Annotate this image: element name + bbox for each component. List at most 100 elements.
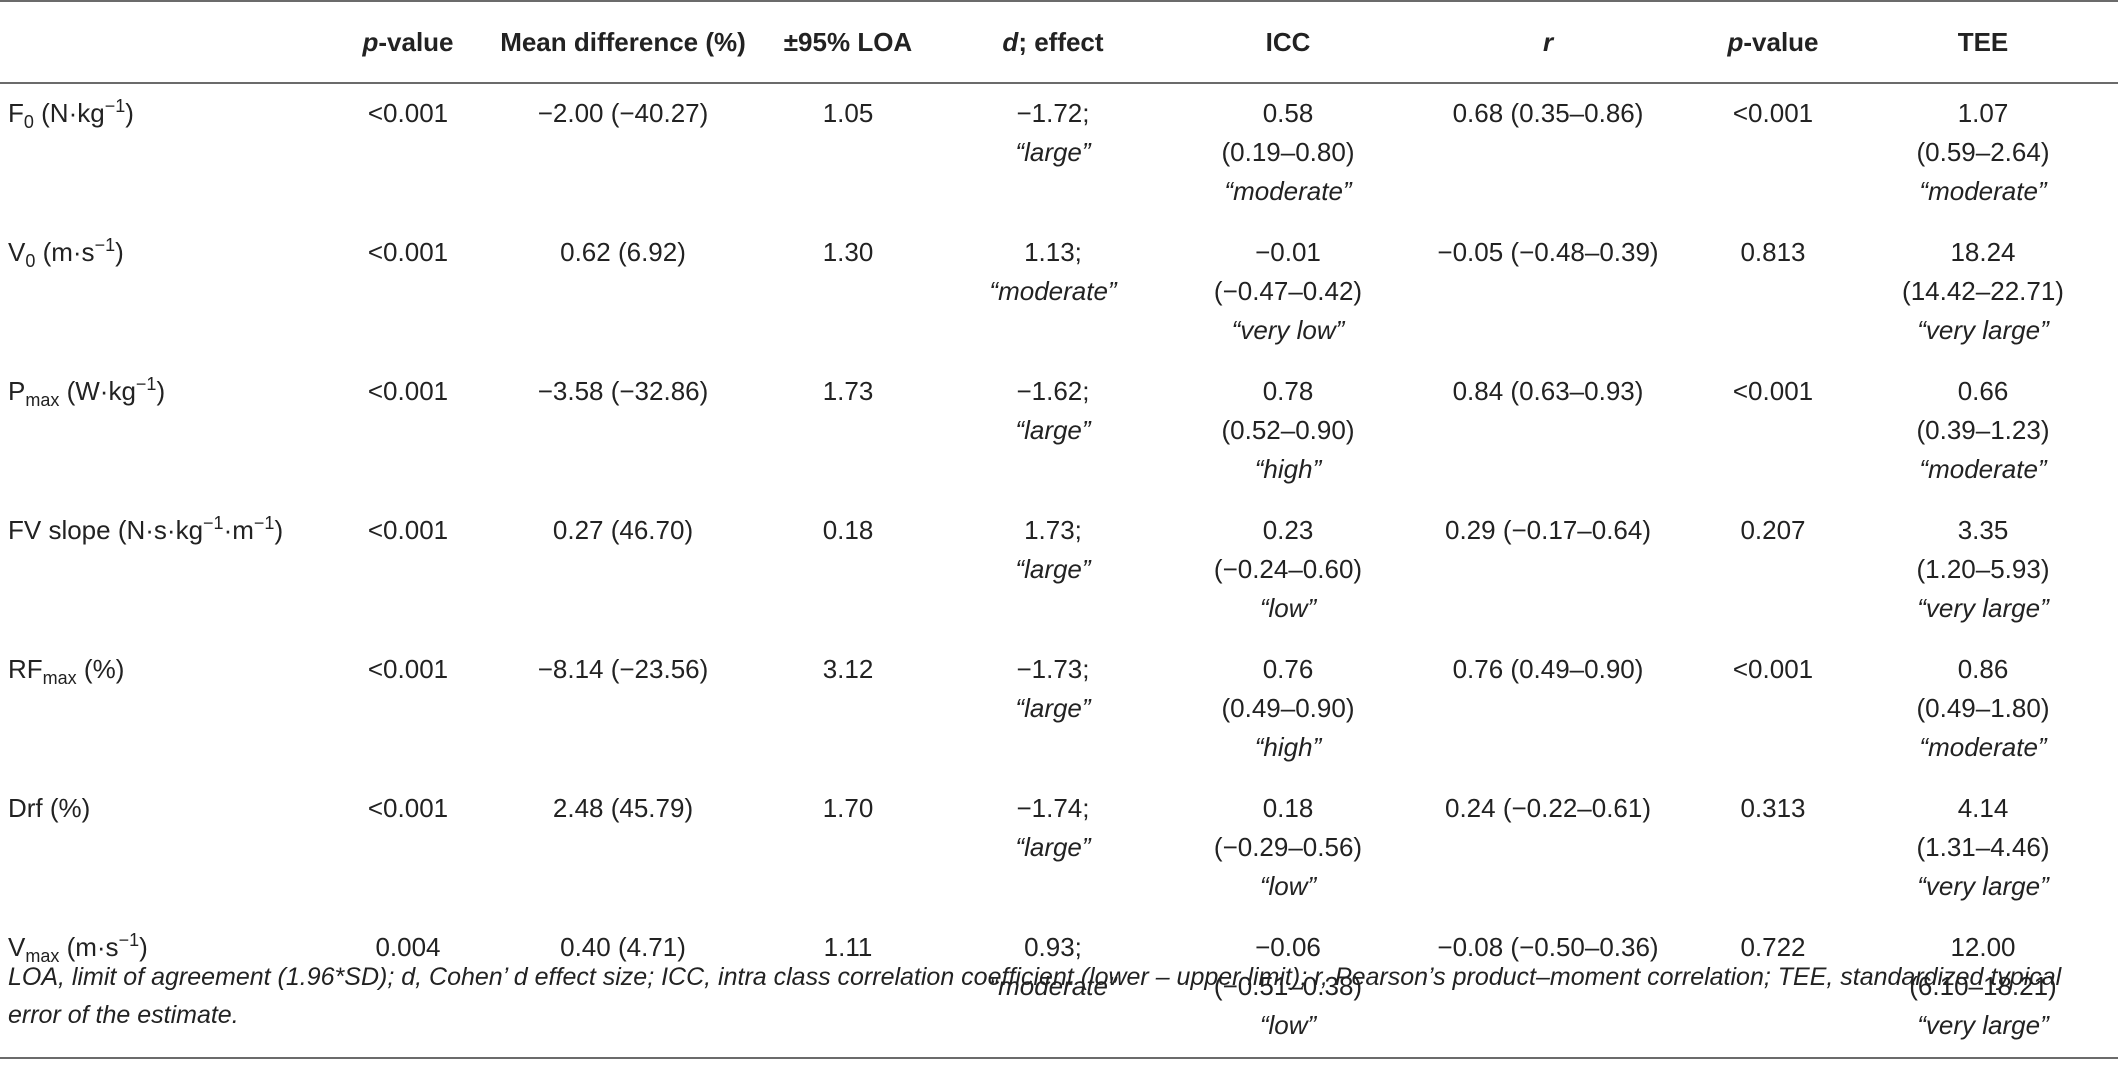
tee-cell: 0.66 (0.39–1.23) “moderate” xyxy=(1848,362,2118,501)
d-effect-cell: −1.62; “large” xyxy=(928,362,1178,501)
tee-label-text: “very large” xyxy=(1917,871,2049,901)
parameter-cell: V0 (m·s−1) xyxy=(0,223,338,362)
icc-cell: −0.01 (−0.47–0.42) “very low” xyxy=(1178,223,1398,362)
loa-cell: 3.12 xyxy=(822,654,874,684)
param-unit-c-text: ) xyxy=(274,515,284,545)
r-cell: 0.29 (−0.17–0.64) xyxy=(1445,515,1651,545)
table-row: Vmax (m·s−1) 0.004 0.40 (4.71) 1.11 0.93… xyxy=(0,918,2118,1059)
param-sub-text: 0 xyxy=(25,251,36,271)
param-unit-b-text: ·m xyxy=(223,515,254,545)
parameter-cell: Drf (%) xyxy=(0,779,338,918)
icc-cell: 0.18 (−0.29–0.56) “low” xyxy=(1178,779,1398,918)
d-effect-text: “large” xyxy=(1015,554,1091,584)
param-unit-a-text: (N·s·kg xyxy=(110,515,204,545)
r-cell: 0.84 (0.63–0.93) xyxy=(1452,376,1644,406)
param-sup-text: −1 xyxy=(118,930,140,950)
icc-value-text: 0.78 xyxy=(1262,376,1314,406)
icc-label-text: “high” xyxy=(1254,454,1322,484)
parameter-cell: F0 (N·kg−1) xyxy=(0,83,338,223)
param-unit-b-text: ) xyxy=(125,98,134,128)
mean-difference-cell: −8.14 (−23.56) xyxy=(537,654,709,684)
param-base-text: FV slope xyxy=(8,515,111,545)
header-r: r xyxy=(1398,0,1698,84)
tee-value-text: 18.24 xyxy=(1950,237,2016,267)
p-value-2-cell: <0.001 xyxy=(1732,376,1814,406)
parameter-cell: Vmax (m·s−1) xyxy=(0,918,338,1059)
param-unit-a-text: (%) xyxy=(76,654,125,684)
param-base-text: P xyxy=(8,376,26,406)
tee-label-text: “moderate” xyxy=(1919,454,2047,484)
p-value-cell: <0.001 xyxy=(367,237,449,267)
header-icc: ICC xyxy=(1178,0,1398,84)
header-p-value: p-value xyxy=(338,0,478,84)
loa-cell: 1.73 xyxy=(822,376,874,406)
d-value-text: −1.73; xyxy=(1016,654,1090,684)
parameter-cell: FV slope (N·s·kg−1·m−1) xyxy=(0,501,338,640)
param-sup2-text: −1 xyxy=(253,513,275,533)
tee-label-text: “very large” xyxy=(1917,1010,2049,1040)
param-sub-text: max xyxy=(25,390,60,410)
d-effect-text: “moderate” xyxy=(989,971,1117,1001)
icc-ci-text: (−0.24–0.60) xyxy=(1213,554,1363,584)
param-sup-text: −1 xyxy=(104,96,126,116)
icc-ci-text: (−0.29–0.56) xyxy=(1213,832,1363,862)
icc-cell: 0.78 (0.52–0.90) “high” xyxy=(1178,362,1398,501)
parameter-cell: Pmax (W·kg−1) xyxy=(0,362,338,501)
d-effect-text: “large” xyxy=(1015,832,1091,862)
d-value-text: 1.13; xyxy=(1024,237,1082,267)
table-row: Drf (%) <0.001 2.48 (45.79) 1.70 −1.74; “… xyxy=(0,779,2118,918)
p-value-cell: <0.001 xyxy=(367,376,449,406)
parameter-cell: RFmax (%) xyxy=(0,640,338,779)
tee-ci-text: (6.10–18.21) xyxy=(1909,971,2057,1001)
table-row: RFmax (%) <0.001 −8.14 (−23.56) 3.12 −1.… xyxy=(0,640,2118,779)
tee-value-text: 0.66 xyxy=(1957,376,2009,406)
p-value-2-cell: 0.813 xyxy=(1740,237,1806,267)
loa-cell: 1.05 xyxy=(822,98,874,128)
d-value-text: −1.74; xyxy=(1016,793,1090,823)
param-base-text: RF xyxy=(8,654,43,684)
d-effect-text: “large” xyxy=(1015,415,1091,445)
d-value-text: −1.62; xyxy=(1016,376,1090,406)
p-value-2-cell: <0.001 xyxy=(1732,98,1814,128)
icc-label-text: “high” xyxy=(1254,732,1322,762)
tee-ci-text: (1.20–5.93) xyxy=(1916,554,2050,584)
icc-label-text: “low” xyxy=(1259,871,1317,901)
d-effect-cell: 0.93; “moderate” xyxy=(928,918,1178,1059)
param-unit-a-text: (m·s xyxy=(59,932,119,962)
p-value-2-cell: 0.722 xyxy=(1698,918,1848,1059)
p-value-2-cell: 0.207 xyxy=(1740,515,1806,545)
table-body: F0 (N·kg−1) <0.001 −2.00 (−40.27) 1.05 −… xyxy=(0,83,2118,1059)
tee-ci-text: (1.31–4.46) xyxy=(1916,832,2050,862)
loa-cell: 1.30 xyxy=(822,237,874,267)
tee-value-text: 0.86 xyxy=(1957,654,2009,684)
mean-difference-cell: 0.40 (4.71) xyxy=(478,918,768,1059)
mean-difference-cell: 0.27 (46.70) xyxy=(552,515,694,545)
param-unit-b-text: ) xyxy=(115,237,124,267)
p-value-cell: <0.001 xyxy=(367,654,449,684)
icc-cell: 0.76 (0.49–0.90) “high” xyxy=(1178,640,1398,779)
icc-value-text: 0.58 xyxy=(1262,98,1314,128)
p-value-2-cell: 0.313 xyxy=(1740,793,1806,823)
d-effect-cell: 1.13; “moderate” xyxy=(928,223,1178,362)
loa-cell: 1.11 xyxy=(768,918,928,1059)
tee-label-text: “moderate” xyxy=(1919,176,2047,206)
tee-value-text: 4.14 xyxy=(1957,793,2009,823)
param-sup-text: −1 xyxy=(135,374,157,394)
table-footnote: LOA, limit of agreement (1.96*SD); d, Co… xyxy=(8,963,2062,1029)
p-value-cell: <0.001 xyxy=(367,98,449,128)
icc-value-text: −0.01 xyxy=(1255,237,1321,267)
param-unit-b-text: ) xyxy=(139,932,148,962)
d-effect-cell: 1.73; “large” xyxy=(928,501,1178,640)
tee-ci-text: (0.49–1.80) xyxy=(1916,693,2050,723)
d-effect-text: “moderate” xyxy=(989,276,1117,306)
d-value-text: −1.72; xyxy=(1016,98,1090,128)
icc-label-text: “low” xyxy=(1259,1010,1317,1040)
header-p-value-2: p-value xyxy=(1698,0,1848,84)
r-cell: −0.08 (−0.50–0.36) xyxy=(1398,918,1698,1059)
tee-value-text: 3.35 xyxy=(1957,515,2009,545)
icc-label-text: “moderate” xyxy=(1224,176,1352,206)
d-value-text: 1.73; xyxy=(1024,515,1082,545)
d-effect-text: “large” xyxy=(1015,137,1091,167)
icc-ci-text: (−0.51–0.38) xyxy=(1213,971,1363,1001)
